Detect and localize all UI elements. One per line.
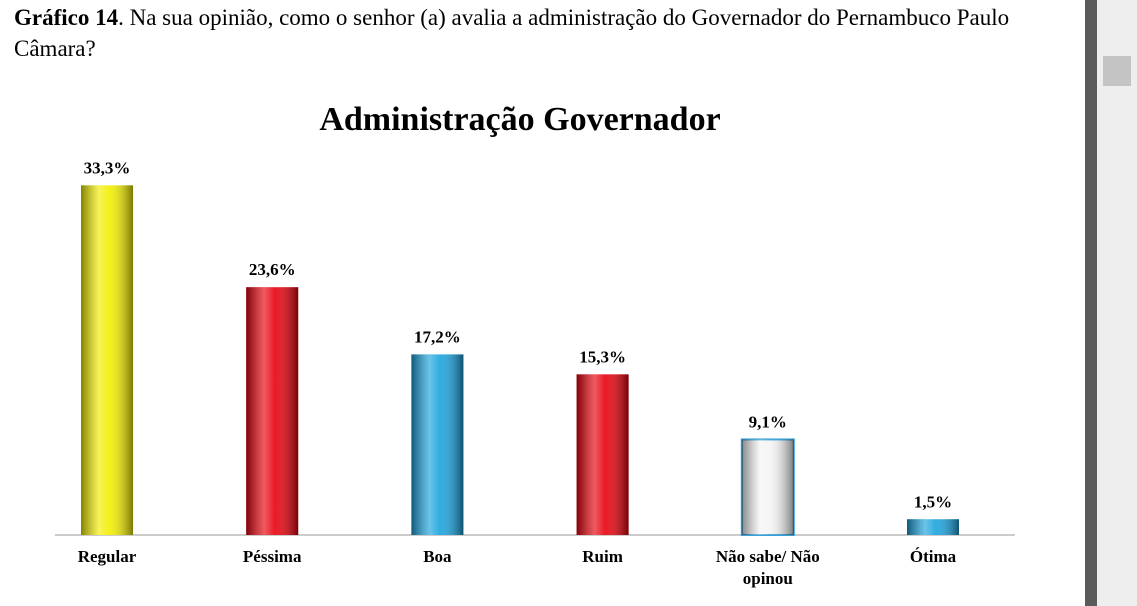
caption-label: Gráfico 14: [14, 5, 119, 30]
value-label: 33,3%: [84, 158, 131, 177]
x-tick-label: Boa: [423, 547, 452, 566]
caption: Gráfico 14. Na sua opinião, como o senho…: [14, 2, 1014, 64]
x-tick-label: Ótima: [909, 547, 957, 566]
value-label: 1,5%: [914, 492, 952, 511]
x-tick-label: Não sabe/ Não opinou: [715, 547, 820, 588]
bar-shine: [246, 287, 299, 535]
bar-shine: [81, 185, 133, 535]
caption-text: . Na sua opinião, como o senhor (a) aval…: [14, 5, 1010, 61]
scrollbar-track: [1097, 0, 1137, 606]
bar-shine: [741, 439, 794, 535]
bar-shine: [411, 354, 464, 535]
bar-shine: [907, 519, 959, 535]
scrollbar-thumb[interactable]: [1103, 56, 1131, 86]
value-label: 17,2%: [414, 327, 461, 346]
value-label: 23,6%: [249, 260, 296, 279]
chart-title: Administração Governador: [319, 101, 720, 138]
value-label: 15,3%: [579, 347, 626, 366]
x-tick-label: Ruim: [582, 547, 623, 566]
bar-shine: [576, 374, 629, 535]
scrollbar-edge: [1085, 0, 1097, 606]
x-tick-label: Péssima: [242, 547, 302, 566]
x-tick-label: Regular: [77, 547, 137, 566]
value-label: 9,1%: [749, 412, 787, 431]
